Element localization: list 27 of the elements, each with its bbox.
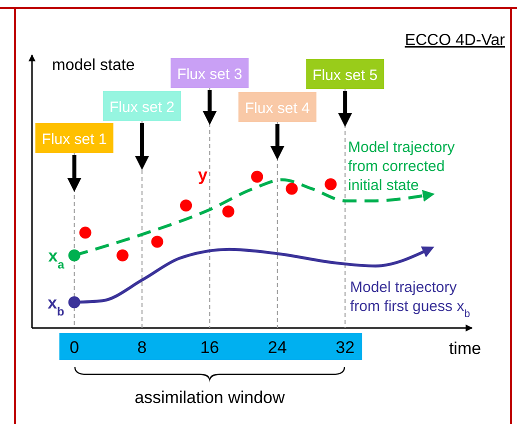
x-axis-title: time — [448, 339, 482, 358]
point — [180, 199, 192, 212]
x-tick-label: 32 — [336, 338, 355, 357]
point — [222, 206, 234, 218]
point — [286, 182, 298, 195]
x-tick-label: 8 — [137, 338, 147, 357]
series-label: Model trajectory from first guess x$_{b}$ — [350, 279, 470, 320]
text: model state — [52, 57, 135, 74]
annotation: x$_{a}$ — [48, 246, 65, 272]
point — [151, 236, 164, 248]
annotation: x$_{b}$ — [48, 293, 64, 318]
text: assimilation window — [134, 388, 286, 407]
chart-title: ECCO 4D-Var — [404, 32, 506, 49]
ref-line-label: Flux set 4 — [244, 100, 310, 117]
x-tick-label: 24 — [268, 338, 287, 357]
point — [116, 249, 129, 262]
point — [324, 178, 337, 190]
point — [79, 226, 92, 239]
point — [251, 170, 264, 183]
ref-line-label: Flux set 5 — [312, 67, 378, 84]
ref-line-label: Flux set 3 — [177, 66, 242, 83]
series-label: y — [198, 166, 208, 185]
x-tick-label: 0 — [70, 338, 80, 357]
ref-line-label: Flux set 1 — [42, 131, 107, 148]
ref-line-label: Flux set 2 — [109, 99, 175, 116]
series-label: Model trajectory from corrected initial state — [348, 139, 456, 194]
x-tick-label: 16 — [200, 338, 220, 357]
